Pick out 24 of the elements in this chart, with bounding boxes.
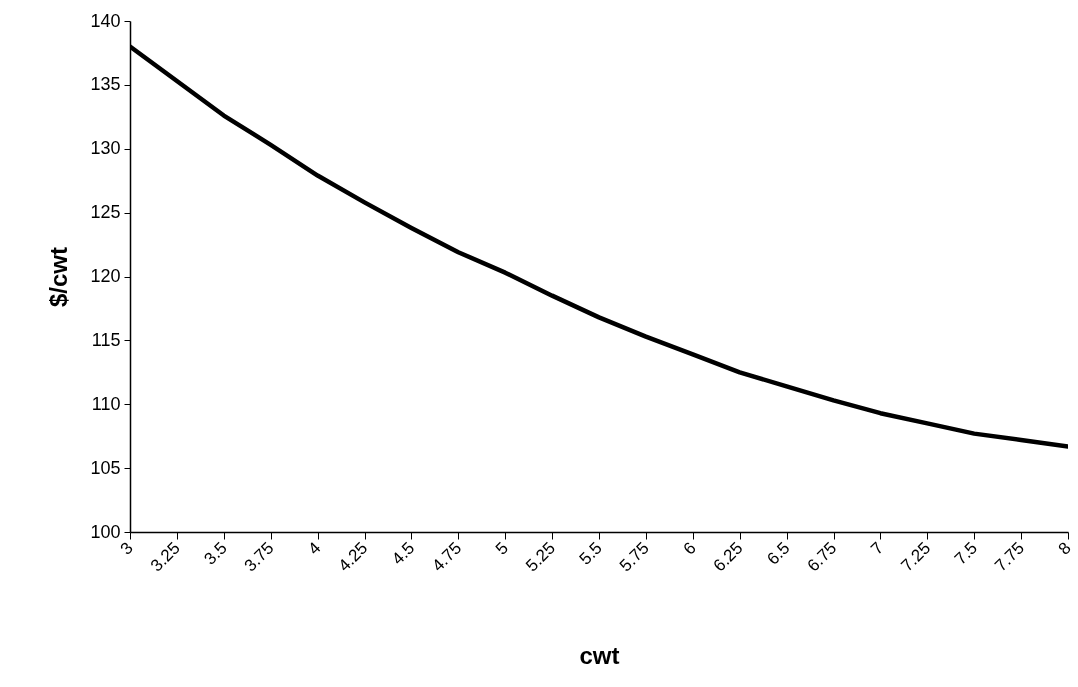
y-tick-label: 125 xyxy=(90,202,121,223)
x-tick-label: 3.5 xyxy=(200,538,231,569)
x-tick-label: 8 xyxy=(1054,538,1075,559)
x-tick-label: 4 xyxy=(304,538,325,559)
x-tick-label: 4.75 xyxy=(428,538,466,576)
x-tick-label: 5.5 xyxy=(575,538,606,569)
x-tick-label: 7.75 xyxy=(991,538,1028,576)
x-tick-label: 7.25 xyxy=(897,538,935,576)
x-axis-title: cwt xyxy=(579,641,620,669)
y-tick-label: 105 xyxy=(90,457,121,478)
x-tick-label: 6.5 xyxy=(763,538,794,569)
y-tick-label: 130 xyxy=(90,138,121,159)
x-tick-label: 5 xyxy=(491,538,513,559)
y-tick-label: 135 xyxy=(90,74,121,95)
y-tick-label: 115 xyxy=(91,329,121,350)
y-tick-label: 120 xyxy=(90,266,121,286)
y-tick-label: 140 xyxy=(90,10,121,31)
x-tick-label: 7.5 xyxy=(950,538,982,569)
x-tick-label: 4.5 xyxy=(388,538,419,569)
y-axis-title: $/cwt xyxy=(45,246,73,308)
x-tick-label: 7 xyxy=(867,538,888,559)
y-tick-label: 110 xyxy=(91,393,121,414)
x-tick-label: 4.25 xyxy=(334,538,372,576)
x-tick-label: 6 xyxy=(679,538,700,559)
